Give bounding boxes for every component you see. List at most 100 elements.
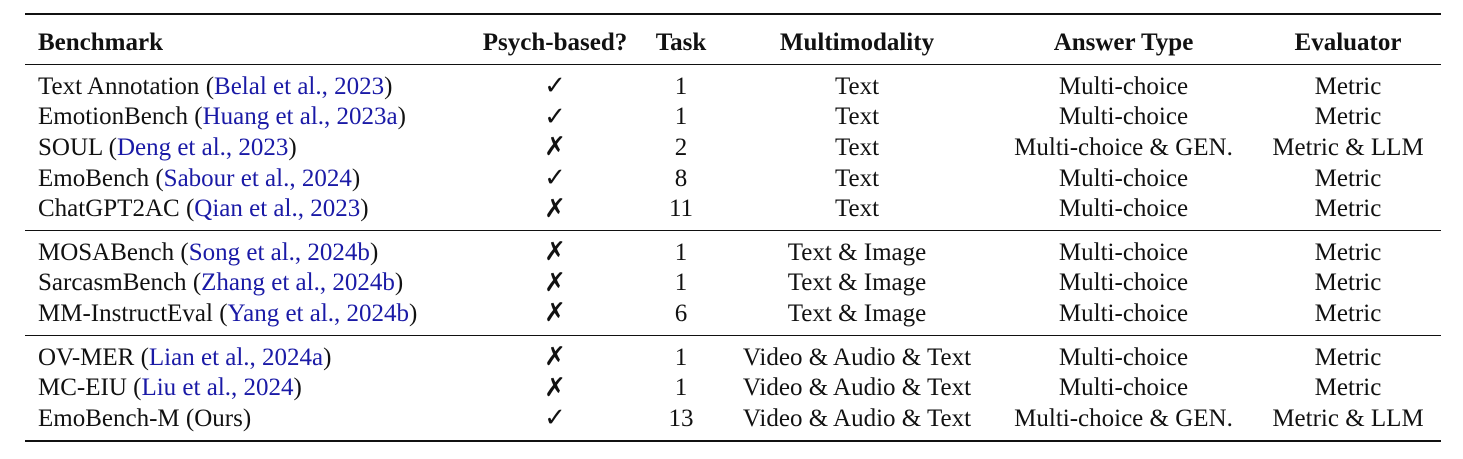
check-mark-icon: ✓ [544, 163, 566, 194]
cell-multimodality-value: Text [834, 195, 880, 223]
header-benchmark: Benchmark [25, 14, 470, 65]
benchmark-name: EmoBench [38, 164, 150, 192]
cell-evaluator: Metric & LLM [1255, 402, 1441, 442]
citation-link[interactable]: Liu et al., 2024 [141, 374, 294, 402]
header-answer-type: Answer Type [992, 14, 1255, 65]
cell-answer-type-value: Multi-choice [1058, 374, 1189, 402]
cell-evaluator: Metric [1255, 193, 1441, 230]
cell-multimodality-value: Text & Image [787, 299, 927, 327]
citation-link[interactable]: Deng et al., 2023 [116, 133, 289, 161]
cell-multimodality: Text [722, 132, 992, 163]
cell-benchmark: Text Annotation (Belal et al., 2023) [38, 72, 393, 100]
cell-answer-type-value: Multi-choice [1058, 195, 1189, 223]
cell-multimodality-value: Text [834, 72, 880, 100]
cell-task: 11 [640, 193, 722, 230]
citation-link[interactable]: Song et al., 2024b [188, 238, 370, 266]
citation-link[interactable]: Huang et al., 2023a [202, 103, 398, 131]
citation-link[interactable]: Lian et al., 2024a [148, 343, 324, 371]
benchmark-name: SarcasmBench [38, 269, 187, 297]
table-row: MM-InstructEval (Yang et al., 2024b) ✗ 6 Te… [25, 298, 1441, 335]
benchmark-name: EmoBench-M (Ours) [38, 404, 252, 432]
cell-psych-based: ✗ [470, 334, 640, 373]
cell-task: 2 [640, 132, 722, 163]
table-row: OV-MER (Lian et al., 2024a) ✗ 1 Video & Aud… [25, 334, 1441, 373]
benchmark-name: Text Annotation [38, 72, 200, 100]
cell-answer-type-value: Multi-choice [1058, 72, 1189, 100]
cell-answer-type: Multi-choice [992, 65, 1255, 102]
cell-task: 1 [640, 268, 722, 299]
cell-answer-type: Multi-choice [992, 193, 1255, 230]
cross-mark-icon: ✗ [544, 132, 566, 163]
cell-benchmark: MOSABench (Song et al., 2024b) [25, 229, 470, 268]
cell-evaluator-value: Metric [1314, 238, 1382, 266]
cross-mark-icon: ✗ [544, 267, 566, 298]
cell-evaluator: Metric [1255, 163, 1441, 194]
cell-psych-based: ✗ [470, 132, 640, 163]
table-row: EmoBench (Sabour et al., 2024) ✓ 8 Text Mult… [25, 163, 1441, 194]
cell-multimodality-value: Video & Audio & Text [742, 404, 972, 432]
cell-evaluator-value: Metric [1314, 343, 1382, 371]
cell-multimodality-value: Text [834, 103, 880, 131]
cell-evaluator: Metric & LLM [1255, 132, 1441, 163]
cell-benchmark: EmoBench (Sabour et al., 2024) [38, 164, 361, 192]
citation-link[interactable]: Zhang et al., 2024b [201, 269, 395, 297]
benchmark-name: MM-InstructEval [38, 299, 213, 327]
header-evaluator: Evaluator [1255, 14, 1441, 65]
cell-answer-type-value: Multi-choice [1058, 238, 1189, 266]
table-row: ChatGPT2AC (Qian et al., 2023) ✗ 11 Text Mul… [25, 193, 1441, 230]
cell-evaluator-value: Metric [1314, 299, 1382, 327]
table-row: EmotionBench (Huang et al., 2023a) ✓ 1 Text… [25, 102, 1441, 133]
cross-mark-icon: ✗ [544, 342, 566, 373]
cell-task-value: 2 [674, 133, 688, 161]
cell-evaluator-value: Metric [1314, 164, 1382, 192]
cell-multimodality: Text & Image [722, 298, 992, 335]
cell-benchmark: SOUL (Deng et al., 2023) [38, 133, 297, 161]
cell-benchmark: OV-MER (Lian et al., 2024a) [25, 334, 470, 373]
citation-link[interactable]: Sabour et al., 2024 [163, 164, 352, 192]
check-mark-icon: ✓ [544, 71, 566, 102]
cell-evaluator-value: Metric & LLM [1272, 404, 1424, 432]
cell-benchmark: SarcasmBench (Zhang et al., 2024b) [38, 269, 404, 297]
cell-evaluator-value: Metric [1314, 374, 1382, 402]
header-psych-based: Psych-based? [470, 14, 640, 65]
benchmark-comparison-table: Benchmark Psych-based? Task Multimodalit… [25, 13, 1441, 442]
cell-benchmark: MM-InstructEval (Yang et al., 2024b) [38, 299, 418, 327]
cell-psych-based: ✗ [470, 268, 640, 299]
cell-answer-type: Multi-choice [992, 229, 1255, 268]
cell-answer-type: Multi-choice [992, 372, 1255, 403]
table-row: SarcasmBench (Zhang et al., 2024b) ✗ 1 Text… [25, 268, 1441, 299]
cell-multimodality: Video & Audio & Text [722, 334, 992, 373]
cell-multimodality: Video & Audio & Text [722, 372, 992, 403]
cell-multimodality-value: Text & Image [787, 269, 927, 297]
cell-multimodality-value: Text & Image [787, 238, 927, 266]
table-row: EmoBench-M (Ours) ✓ 13 Video & Audio & Text… [25, 402, 1441, 442]
table-row: Text Annotation (Belal et al., 2023) ✓ 1 Te… [25, 65, 1441, 102]
cell-task-value: 1 [674, 103, 688, 131]
cross-mark-icon: ✗ [544, 237, 566, 268]
cell-task-value: 13 [668, 404, 694, 432]
cell-task: 8 [640, 163, 722, 194]
cell-task: 1 [640, 229, 722, 268]
citation-link[interactable]: Belal et al., 2023 [214, 72, 385, 100]
cell-benchmark: ChatGPT2AC (Qian et al., 2023) [38, 195, 369, 223]
benchmark-comparison-table-container: Benchmark Psych-based? Task Multimodalit… [25, 13, 1441, 442]
cell-answer-type: Multi-choice & GEN. [992, 402, 1255, 442]
cell-multimodality: Text [722, 102, 992, 133]
cell-psych-based: ✓ [470, 65, 640, 102]
benchmark-name: MC-EIU [38, 374, 127, 402]
cell-answer-type-value: Multi-choice [1058, 164, 1189, 192]
cell-psych-based: ✗ [470, 372, 640, 403]
cell-task: 1 [640, 334, 722, 373]
cell-answer-type-value: Multi-choice [1058, 269, 1189, 297]
benchmark-name: OV-MER [38, 343, 135, 371]
cell-answer-type: Multi-choice [992, 268, 1255, 299]
cell-task-value: 6 [674, 299, 688, 327]
table-row: SOUL (Deng et al., 2023) ✗ 2 Text Multi-choi… [25, 132, 1441, 163]
citation-link[interactable]: Yang et al., 2024b [227, 299, 410, 327]
citation-link[interactable]: Qian et al., 2023 [194, 195, 361, 223]
cell-multimodality: Text [722, 193, 992, 230]
table-row: MOSABench (Song et al., 2024b) ✗ 1 Text & I… [25, 229, 1441, 268]
cell-multimodality: Text & Image [722, 268, 992, 299]
cell-task: 1 [640, 102, 722, 133]
cell-psych-based: ✗ [470, 298, 640, 335]
